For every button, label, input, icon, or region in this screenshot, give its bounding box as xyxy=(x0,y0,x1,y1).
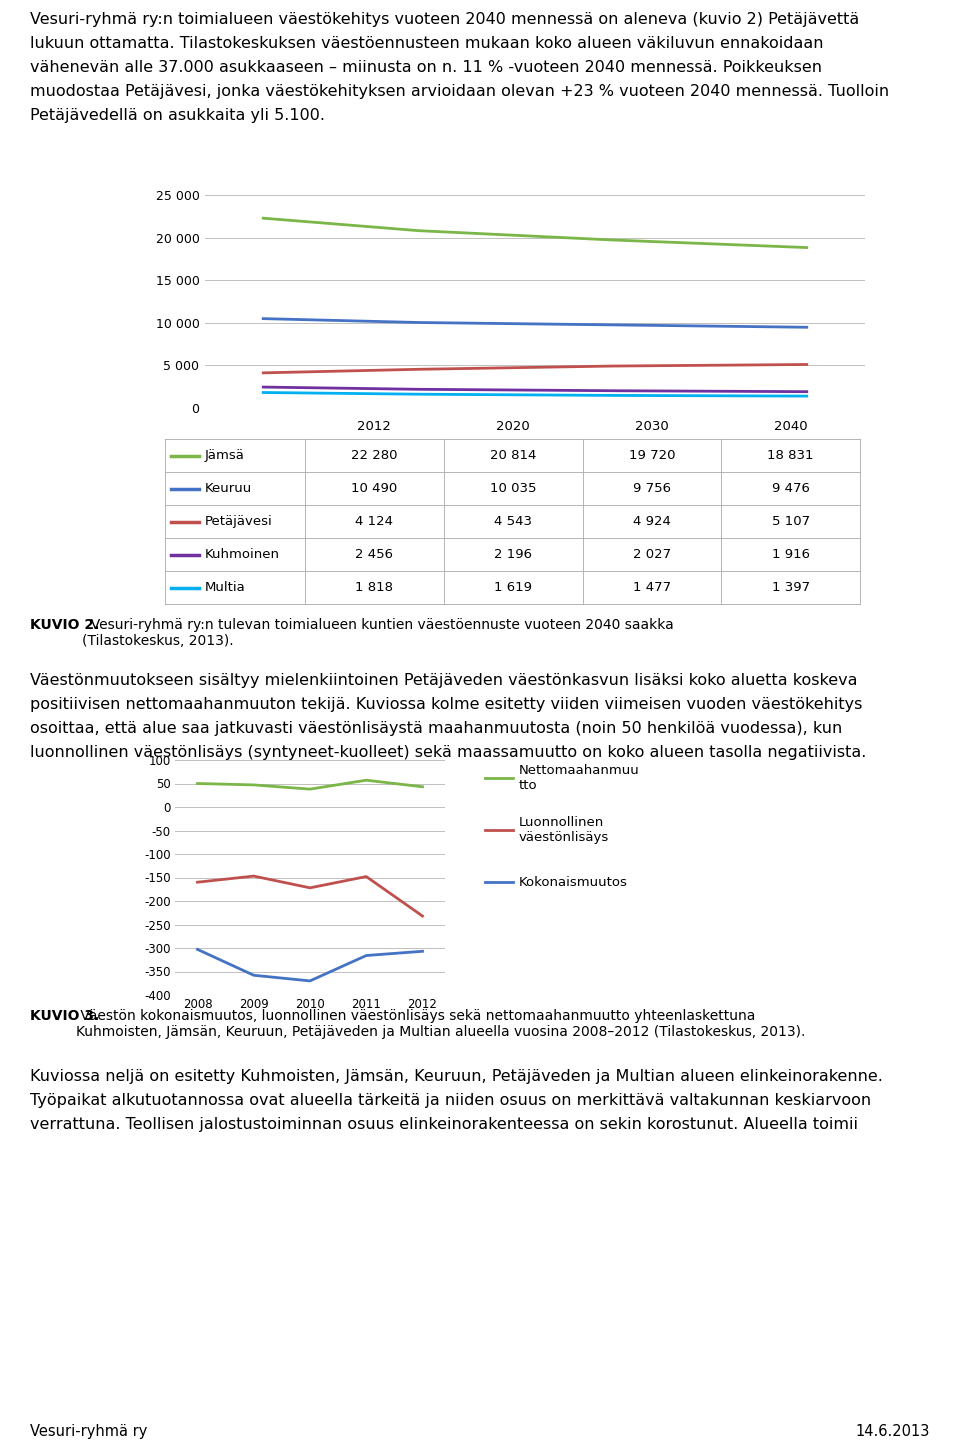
Text: Petäjävesi: Petäjävesi xyxy=(205,515,273,528)
Text: 1 397: 1 397 xyxy=(772,581,809,594)
Text: 1 916: 1 916 xyxy=(772,548,809,561)
Text: 2030: 2030 xyxy=(635,420,669,433)
Text: Kuviossa neljä on esitetty Kuhmoisten, Jämsän, Keuruun, Petäjäveden ja Multian a: Kuviossa neljä on esitetty Kuhmoisten, J… xyxy=(30,1069,883,1084)
Text: luonnollinen väestönlisäys (syntyneet-kuolleet) sekä maassamuutto on koko alueen: luonnollinen väestönlisäys (syntyneet-ku… xyxy=(30,746,866,760)
Text: 1 619: 1 619 xyxy=(494,581,532,594)
Text: Luonnollinen
väestönlisäys: Luonnollinen väestönlisäys xyxy=(519,816,610,844)
Text: 2 196: 2 196 xyxy=(494,548,532,561)
Text: 4 543: 4 543 xyxy=(494,515,532,528)
Text: verrattuna. Teollisen jalostustoiminnan osuus elinkeinorakenteessa on sekin koro: verrattuna. Teollisen jalostustoiminnan … xyxy=(30,1118,858,1132)
Text: 10 035: 10 035 xyxy=(490,482,537,495)
Text: 18 831: 18 831 xyxy=(767,448,814,461)
Text: 2 456: 2 456 xyxy=(355,548,394,561)
Text: Kokonaismuutos: Kokonaismuutos xyxy=(519,875,628,888)
Text: muodostaa Petäjävesi, jonka väestökehityksen arvioidaan olevan +23 % vuoteen 204: muodostaa Petäjävesi, jonka väestökehity… xyxy=(30,84,889,99)
Text: 9 756: 9 756 xyxy=(633,482,671,495)
Text: 2 027: 2 027 xyxy=(633,548,671,561)
Text: 10 490: 10 490 xyxy=(351,482,397,495)
Text: KUVIO 3.: KUVIO 3. xyxy=(30,1009,99,1022)
Text: 2020: 2020 xyxy=(496,420,530,433)
Text: 20 814: 20 814 xyxy=(490,448,537,461)
Text: 22 280: 22 280 xyxy=(351,448,397,461)
Text: KUVIO 2.: KUVIO 2. xyxy=(30,619,100,632)
Text: Multia: Multia xyxy=(205,581,246,594)
Text: Kuhmoinen: Kuhmoinen xyxy=(205,548,280,561)
Text: Petäjävedellä on asukkaita yli 5.100.: Petäjävedellä on asukkaita yli 5.100. xyxy=(30,108,325,123)
Text: 4 124: 4 124 xyxy=(355,515,394,528)
Text: Vesuri-ryhmä ry:n toimialueen väestökehitys vuoteen 2040 mennessä on aleneva (ku: Vesuri-ryhmä ry:n toimialueen väestökehi… xyxy=(30,12,859,27)
Text: lukuun ottamatta. Tilastokeskuksen väestöennusteen mukaan koko alueen väkiluvun : lukuun ottamatta. Tilastokeskuksen väest… xyxy=(30,36,824,50)
Text: 14.6.2013: 14.6.2013 xyxy=(855,1425,930,1439)
Text: 1 818: 1 818 xyxy=(355,581,394,594)
Text: 5 107: 5 107 xyxy=(772,515,809,528)
Text: Työpaikat alkutuotannossa ovat alueella tärkeitä ja niiden osuus on merkittävä v: Työpaikat alkutuotannossa ovat alueella … xyxy=(30,1093,871,1107)
Text: 1 477: 1 477 xyxy=(633,581,671,594)
Text: 4 924: 4 924 xyxy=(633,515,671,528)
Text: osoittaa, että alue saa jatkuvasti väestönlisäystä maahanmuutosta (noin 50 henki: osoittaa, että alue saa jatkuvasti väest… xyxy=(30,721,842,735)
Text: vähenevän alle 37.000 asukkaaseen – miinusta on n. 11 % -vuoteen 2040 mennessä. : vähenevän alle 37.000 asukkaaseen – miin… xyxy=(30,61,822,75)
Text: 19 720: 19 720 xyxy=(629,448,675,461)
Text: Nettomaahanmuu
tto: Nettomaahanmuu tto xyxy=(519,764,639,792)
Text: 9 476: 9 476 xyxy=(772,482,809,495)
Text: 2040: 2040 xyxy=(774,420,807,433)
Text: 2012: 2012 xyxy=(357,420,392,433)
Text: Väestönmuutokseen sisältyy mielenkiintoinen Petäjäveden väestönkasvun lisäksi ko: Väestönmuutokseen sisältyy mielenkiintoi… xyxy=(30,673,857,688)
Text: Keuruu: Keuruu xyxy=(205,482,252,495)
Text: Jämsä: Jämsä xyxy=(205,448,245,461)
Text: positiivisen nettomaahanmuuton tekijä. Kuviossa kolme esitetty viiden viimeisen : positiivisen nettomaahanmuuton tekijä. K… xyxy=(30,696,862,712)
Text: Vesuri-ryhmä ry:n tulevan toimialueen kuntien väestöennuste vuoteen 2040 saakka
: Vesuri-ryhmä ry:n tulevan toimialueen ku… xyxy=(82,619,674,649)
Text: Väestön kokonaismuutos, luonnollinen väestönlisäys sekä nettomaahanmuutto yhteen: Väestön kokonaismuutos, luonnollinen väe… xyxy=(76,1009,805,1040)
Text: Vesuri-ryhmä ry: Vesuri-ryhmä ry xyxy=(30,1425,148,1439)
